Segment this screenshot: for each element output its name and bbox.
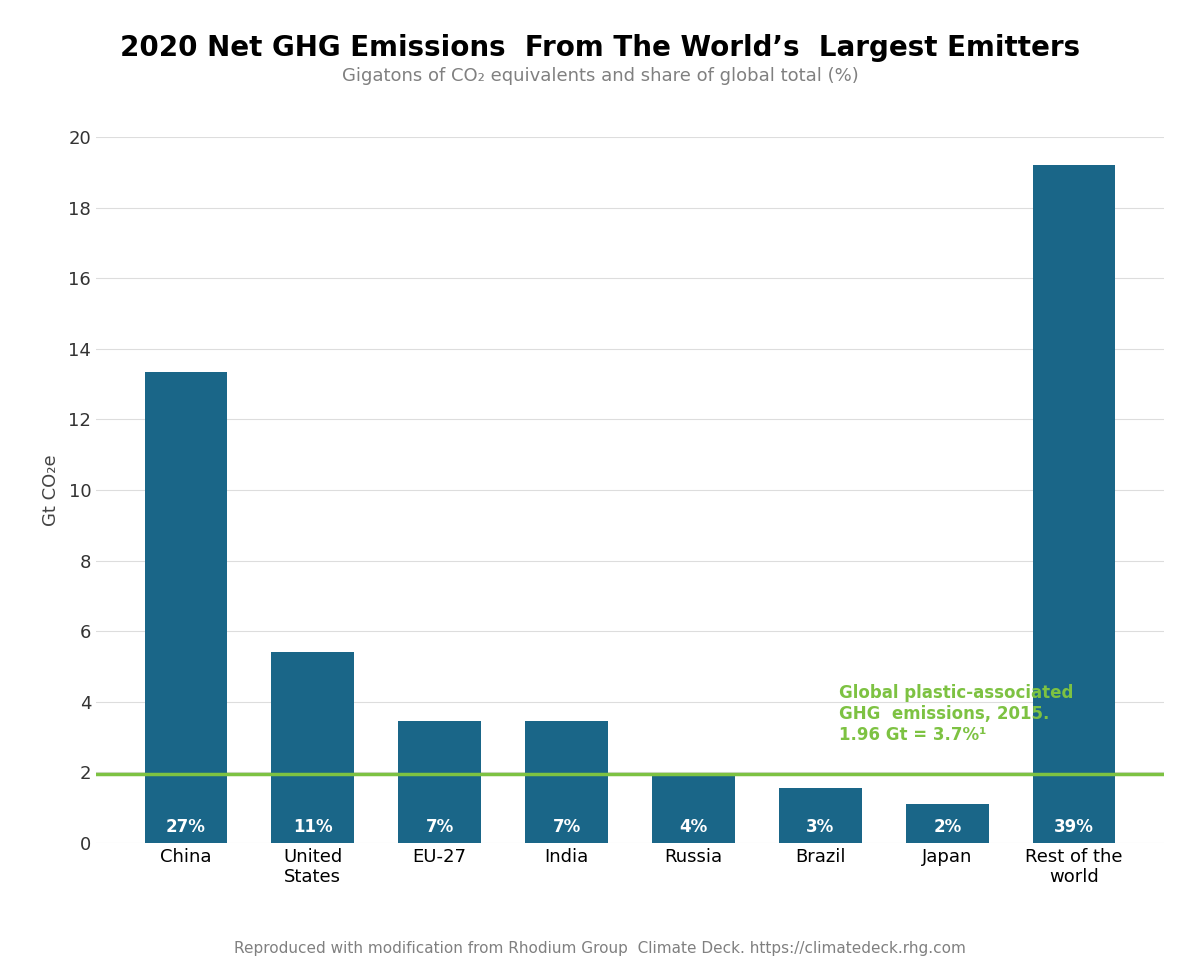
- Bar: [398, 721, 481, 843]
- Bar: [1033, 166, 1116, 843]
- Text: Reproduced with modification from Rhodium Group  Climate Deck. https://climatede: Reproduced with modification from Rhodiu…: [234, 941, 966, 956]
- Text: 7%: 7%: [552, 818, 581, 837]
- Text: 11%: 11%: [293, 818, 332, 837]
- Text: 2%: 2%: [934, 818, 961, 837]
- Bar: [906, 804, 989, 843]
- Bar: [653, 774, 734, 843]
- Text: 3%: 3%: [806, 818, 834, 837]
- Bar: [271, 653, 354, 843]
- Text: 39%: 39%: [1055, 818, 1094, 837]
- Bar: [526, 721, 607, 843]
- Text: Global plastic-associated
GHG  emissions, 2015.
1.96 Gt = 3.7%¹: Global plastic-associated GHG emissions,…: [840, 684, 1074, 744]
- Text: Gigatons of CO₂ equivalents and share of global total (%): Gigatons of CO₂ equivalents and share of…: [342, 67, 858, 84]
- Text: 7%: 7%: [426, 818, 454, 837]
- Text: 2020 Net GHG Emissions  From The World’s  Largest Emitters: 2020 Net GHG Emissions From The World’s …: [120, 34, 1080, 63]
- Text: 4%: 4%: [679, 818, 708, 837]
- Bar: [779, 788, 862, 843]
- Text: 27%: 27%: [166, 818, 205, 837]
- Bar: [144, 371, 227, 843]
- Y-axis label: Gt CO₂e: Gt CO₂e: [42, 454, 60, 526]
